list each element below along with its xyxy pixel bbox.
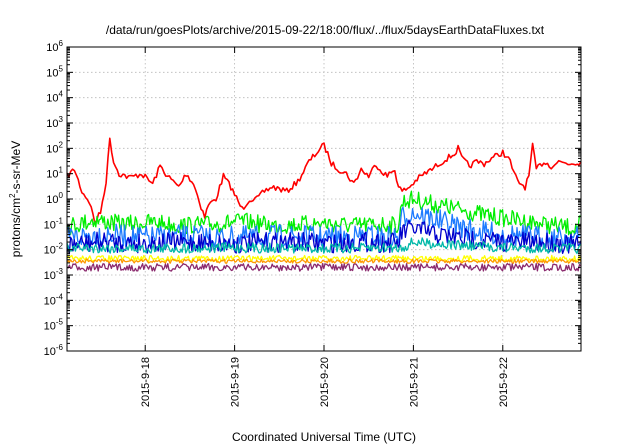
series-line-0	[66, 137, 582, 225]
series-line-6	[66, 258, 582, 264]
y-tick-label-exponent: 6	[59, 39, 64, 48]
series-group	[66, 137, 582, 272]
y-tick-label: 102	[46, 140, 63, 155]
y-tick-label-exponent: -4	[56, 292, 64, 301]
y-tick-label-exponent: 4	[59, 90, 64, 99]
y-tick-label-exponent: 1	[59, 166, 64, 175]
y-tick-label-base: 10	[46, 194, 58, 206]
y-tick-label-exponent: -2	[56, 242, 64, 251]
chart-title: /data/run/goesPlots/archive/2015-09-22/1…	[106, 23, 545, 37]
y-tick-label: 106	[46, 39, 63, 54]
y-tick-label-base: 10	[44, 346, 56, 358]
y-tick-label: 10-5	[44, 318, 64, 333]
y-axis-label-prefix: protons/cm	[9, 198, 23, 257]
y-tick-label: 10-1	[44, 216, 64, 231]
y-tick-label-exponent: -5	[56, 318, 64, 327]
y-tick-label-base: 10	[44, 245, 56, 257]
series-line-4	[66, 237, 582, 255]
grid-lines	[67, 47, 581, 351]
y-axis-label: protons/cm2-s-sr-MeV	[8, 141, 23, 257]
y-tick-label-exponent: 2	[59, 140, 64, 149]
x-tick-label: 2015-9-21	[408, 357, 420, 407]
y-tick-label: 10-2	[44, 242, 64, 257]
y-axis-ticks: 10-610-510-410-310-210-11001011021031041…	[44, 39, 581, 358]
y-tick-label-exponent: -3	[56, 267, 64, 276]
y-tick-label: 101	[46, 166, 63, 181]
y-tick-label-exponent: 5	[59, 64, 64, 73]
x-tick-label: 2015-9-22	[498, 357, 510, 407]
y-tick-label-base: 10	[44, 321, 56, 333]
y-tick-label-base: 10	[46, 118, 58, 130]
y-tick-label-base: 10	[44, 295, 56, 307]
y-tick-label: 105	[46, 64, 63, 79]
y-tick-label-base: 10	[46, 67, 58, 79]
series-line-7	[66, 262, 582, 272]
y-tick-label-base: 10	[46, 143, 58, 155]
y-tick-label-exponent: 3	[59, 115, 64, 124]
x-tick-label: 2015-9-20	[319, 357, 331, 407]
y-tick-label: 10-3	[44, 267, 64, 282]
y-axis-label-superscript: 2	[8, 193, 17, 198]
y-tick-label-exponent: -1	[56, 216, 64, 225]
x-axis-label: Coordinated Universal Time (UTC)	[232, 430, 416, 444]
series-line-5	[66, 254, 582, 263]
y-tick-label: 10-4	[44, 292, 64, 307]
x-axis-ticks: 2015-9-18 2015-9-19 2015-9-20 2015-9-21 2015…	[140, 47, 510, 407]
y-tick-label-base: 10	[44, 219, 56, 231]
y-tick-label-exponent: -6	[56, 343, 64, 352]
y-tick-label-base: 10	[46, 169, 58, 181]
x-tick-label: 2015-9-18	[140, 357, 152, 407]
series-line-2	[66, 206, 581, 250]
y-tick-label-base: 10	[46, 93, 58, 105]
series-line-1	[66, 190, 581, 236]
y-tick-label: 104	[46, 90, 63, 105]
y-tick-label-base: 10	[46, 42, 58, 54]
y-tick-label: 10-6	[44, 343, 64, 358]
x-tick-label: 2015-9-19	[230, 357, 242, 407]
y-tick-label-base: 10	[44, 270, 56, 282]
y-axis-label-suffix: -s-sr-MeV	[9, 141, 23, 194]
y-tick-label-exponent: 0	[59, 191, 64, 200]
y-tick-label: 103	[46, 115, 63, 130]
y-tick-label: 100	[46, 191, 63, 206]
